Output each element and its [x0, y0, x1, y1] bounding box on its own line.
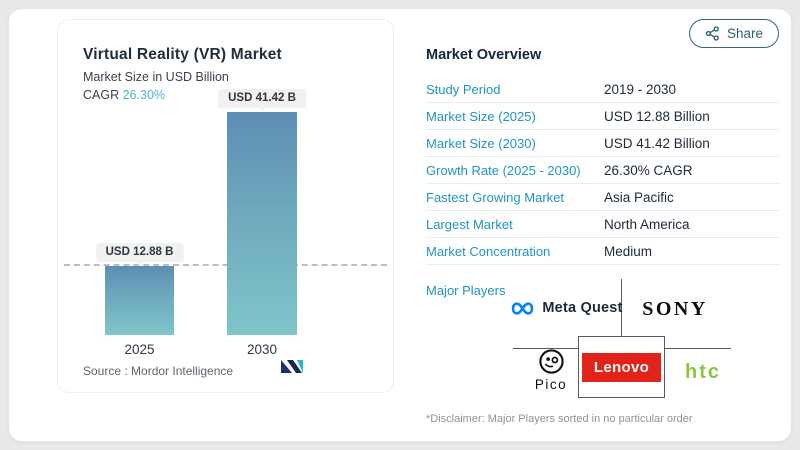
chart-title: Virtual Reality (VR) Market: [83, 46, 282, 63]
overview-row: Market Size (2025) USD 12.88 Billion: [426, 103, 779, 130]
overview-row-value: Medium: [604, 243, 653, 259]
meta-infinity-icon: [509, 300, 536, 317]
player-pico: Pico: [523, 348, 579, 392]
share-button[interactable]: Share: [688, 19, 779, 48]
overview-row: Study Period 2019 - 2030: [426, 76, 779, 103]
players-grid-vline: [621, 279, 622, 336]
pico-wordmark: Pico: [534, 377, 568, 392]
cagr-value: 26.30%: [122, 88, 166, 102]
share-button-label: Share: [726, 26, 763, 41]
bar-2030: USD 41.42 B 2030: [218, 89, 306, 357]
player-htc: htc: [673, 356, 733, 388]
lenovo-wordmark: Lenovo: [581, 352, 662, 382]
overview-row-value: 2019 - 2030: [604, 81, 677, 97]
overview-row-label: Market Size (2030): [426, 135, 536, 151]
players-grid-hline-right: [665, 348, 731, 349]
chart-header: Virtual Reality (VR) Market Market Size …: [83, 46, 282, 102]
overview-row: Market Concentration Medium: [426, 238, 779, 265]
disclaimer-text: *Disclaimer: Major Players sorted in no …: [426, 413, 693, 425]
bar-chart: USD 12.88 B 2025 USD 41.42 B 2030: [58, 20, 393, 357]
report-card: Share USD 12.88 B 2025 USD 41.42 B 2030 …: [8, 8, 792, 442]
overview-row-value: North America: [604, 216, 690, 232]
source-text: Source : Mordor Intelligence: [83, 364, 234, 378]
overview-row: Largest Market North America: [426, 211, 779, 238]
overview-row-label: Growth Rate (2025 - 2030): [426, 162, 581, 178]
player-meta-quest: Meta Quest: [507, 297, 625, 319]
chart-cagr-line: CAGR 26.30%: [83, 88, 282, 102]
overview-row-value: 26.30% CAGR: [604, 162, 693, 178]
overview-row: Growth Rate (2025 - 2030) 26.30% CAGR: [426, 157, 779, 184]
sony-wordmark: SONY: [642, 297, 708, 320]
cagr-label: CAGR: [83, 88, 120, 102]
overview-row-label: Fastest Growing Market: [426, 189, 564, 205]
overview-row-value: Asia Pacific: [604, 189, 674, 205]
overview-row-label: Market Size (2025): [426, 108, 536, 124]
mordor-intelligence-logo-icon: [280, 358, 306, 379]
htc-wordmark: htc: [685, 360, 721, 383]
player-sony: SONY: [625, 297, 725, 321]
bar-2030-fill: [227, 112, 297, 335]
pico-goggles-icon: [538, 348, 565, 375]
overview-row: Market Size (2030) USD 41.42 Billion: [426, 130, 779, 157]
overview-row-label: Market Concentration: [426, 243, 551, 259]
reference-dashed-line: [64, 264, 387, 266]
bar-2025-fill: [105, 266, 174, 335]
overview-table: Study Period 2019 - 2030 Market Size (20…: [426, 76, 779, 265]
x-axis-label-2025: 2025: [124, 342, 155, 357]
x-axis-label-2030: 2030: [246, 342, 278, 357]
share-icon: [705, 26, 720, 41]
major-players-label: Major Players: [426, 283, 506, 298]
overview-row: Fastest Growing Market Asia Pacific: [426, 184, 779, 211]
chart-panel: USD 12.88 B 2025 USD 41.42 B 2030 Virtua…: [57, 19, 394, 393]
overview-row-label: Largest Market: [426, 216, 513, 232]
bar-2025-value-label: USD 12.88 B: [95, 243, 184, 261]
players-grid-hline-left: [513, 348, 578, 349]
player-lenovo-cell: Lenovo: [578, 336, 665, 398]
chart-subtitle: Market Size in USD Billion: [83, 70, 229, 84]
bar-2025: USD 12.88 B 2025: [95, 243, 184, 357]
overview-row-value: USD 41.42 Billion: [604, 135, 710, 151]
bar-2030-value-label: USD 41.42 B: [218, 89, 306, 107]
overview-row-label: Study Period: [426, 81, 501, 97]
overview-title: Market Overview: [426, 47, 542, 63]
overview-row-value: USD 12.88 Billion: [604, 108, 710, 124]
meta-quest-wordmark: Meta Quest: [542, 300, 623, 316]
